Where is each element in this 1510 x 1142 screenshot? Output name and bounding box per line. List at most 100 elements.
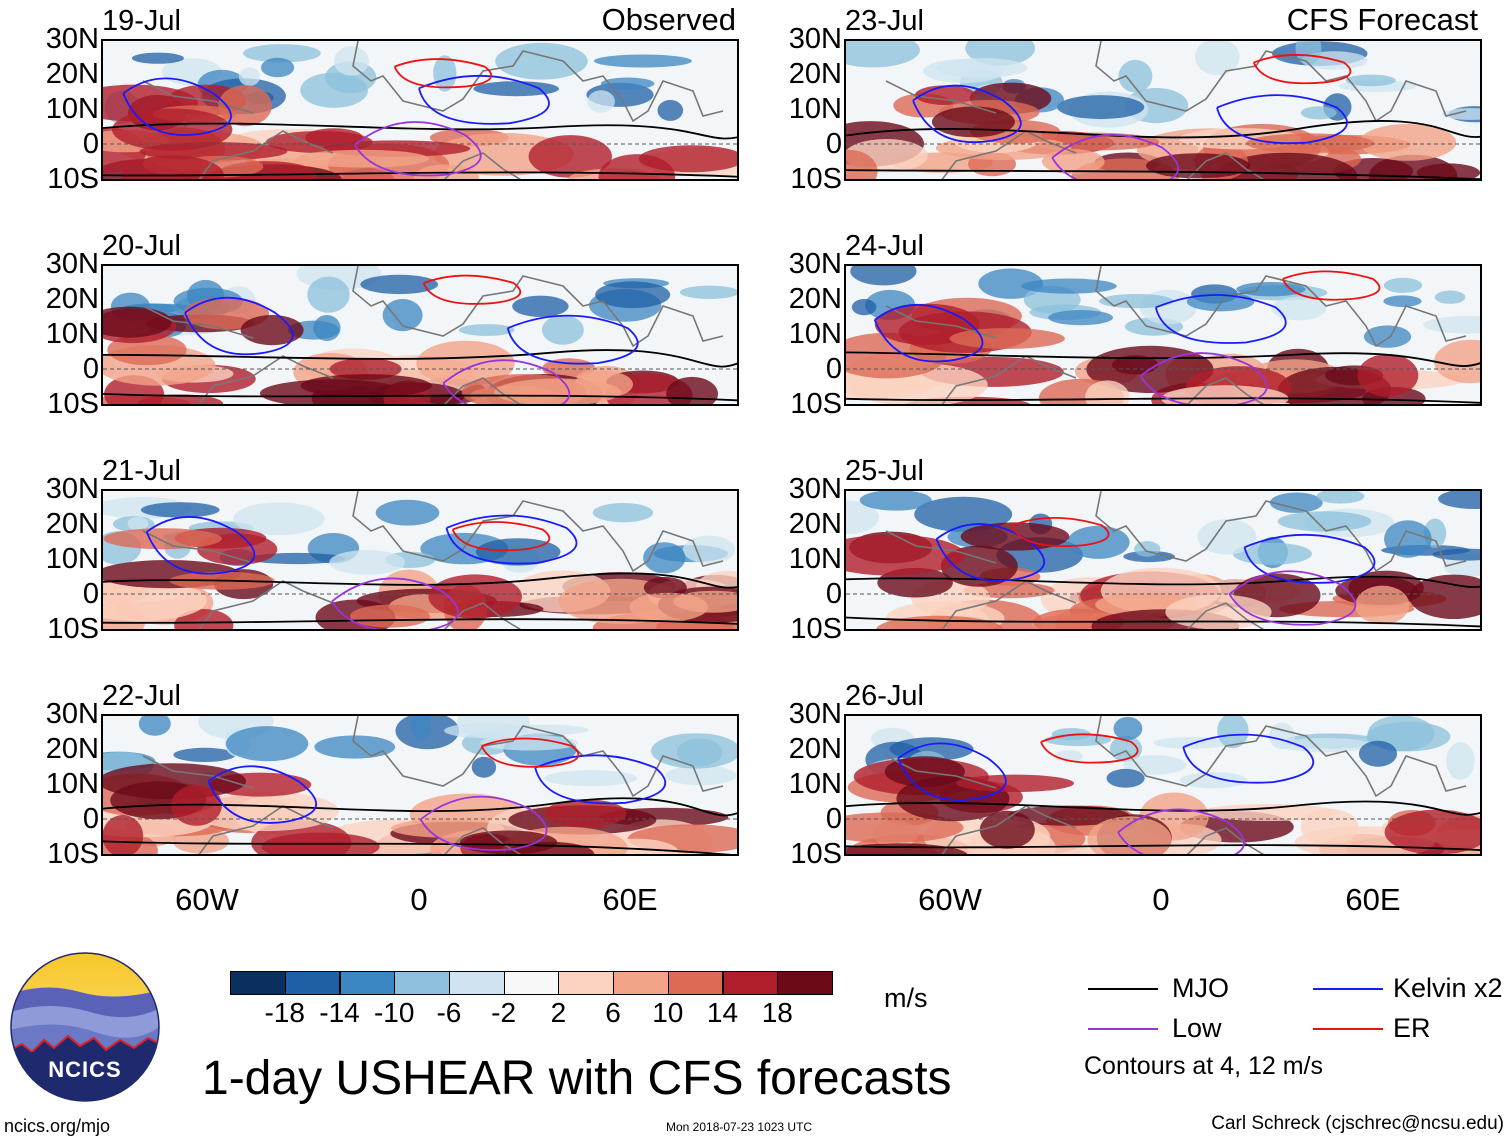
westerly-shear-patch: [416, 340, 515, 386]
lat-label-0: 0: [82, 803, 99, 835]
low-contour: [331, 577, 459, 629]
mjo-contour: [103, 393, 737, 402]
westerly-shear-patch: [103, 763, 247, 800]
panel-date-25-jul: 25-Jul: [845, 455, 924, 487]
westerly-shear-patch: [956, 774, 1074, 792]
easterly-shear-patch: [127, 516, 149, 531]
kelvin-contour: [145, 516, 256, 575]
kelvin-contour: [445, 514, 578, 565]
lat-label-10n: 10N: [45, 543, 99, 575]
westerly-shear-patch: [459, 830, 558, 854]
easterly-shear-patch: [1153, 737, 1230, 749]
map-panel-26-jul: [844, 714, 1482, 856]
lat-label-10n: 10N: [788, 543, 842, 575]
westerly-shear-patch: [528, 135, 612, 178]
easterly-shear-patch: [846, 41, 920, 68]
low-contour: [419, 795, 548, 851]
map-panel-20-jul: [101, 264, 739, 406]
easterly-shear-patch: [233, 502, 325, 536]
lon-label-0-right: 0: [1152, 882, 1170, 917]
main-title: 1-day USHEAR with CFS forecasts: [202, 1052, 952, 1105]
easterly-shear-patch: [1099, 294, 1174, 309]
westerly-shear-patch: [1246, 133, 1375, 153]
easterly-shear-patch: [1300, 106, 1337, 120]
legend-kelvin-line: [1313, 988, 1383, 990]
easterly-shear-patch: [595, 281, 671, 309]
legend-kelvin-label: Kelvin x2: [1393, 973, 1503, 1003]
westerly-shear-patch: [240, 315, 304, 346]
lat-label-10s: 10S: [790, 388, 842, 420]
mjo-contour: [846, 616, 1480, 628]
mjo-contour: [103, 349, 737, 368]
easterly-shear-patch: [1048, 310, 1113, 326]
easterly-shear-patch: [978, 268, 1043, 299]
panel-date-21-jul: 21-Jul: [102, 455, 181, 487]
lat-label-10s: 10S: [790, 838, 842, 870]
westerly-shear-patch: [1146, 153, 1251, 179]
kelvin-contour: [1216, 94, 1348, 145]
easterly-shear-patch: [1236, 282, 1306, 297]
easterly-shear-patch: [238, 67, 261, 86]
colorbar-swatch: [503, 971, 560, 995]
westerly-shear-patch: [846, 534, 965, 576]
westerly-shear-patch: [300, 374, 432, 398]
easterly-shear-patch: [1197, 519, 1257, 555]
easterly-shear-patch: [1438, 491, 1480, 509]
legend-mjo-label: MJO: [1172, 973, 1229, 1003]
er-contour: [1011, 516, 1110, 548]
easterly-shear-patch: [679, 285, 737, 299]
easterly-shear-patch: [541, 315, 584, 345]
mjo-contour: [846, 120, 1480, 139]
low-contour: [1228, 570, 1357, 626]
lat-label-20n: 20N: [788, 283, 842, 315]
easterly-shear-patch: [1179, 772, 1248, 789]
forecast-title: CFS Forecast: [1286, 2, 1478, 37]
colorbar-tick-label: -2: [491, 997, 517, 1028]
easterly-shear-patch: [307, 276, 350, 313]
easterly-shear-patch: [433, 55, 457, 92]
footer-url: ncics.org/mjo: [4, 1116, 111, 1136]
legend-low-line: [1088, 1028, 1158, 1030]
easterly-shear-patch: [333, 46, 369, 76]
easterly-shear-patch: [471, 756, 497, 778]
map-panel-25-jul: [844, 489, 1482, 631]
westerly-shear-patch: [191, 791, 339, 832]
easterly-shear-patch: [261, 57, 295, 78]
lat-label-0: 0: [825, 803, 842, 835]
easterly-shear-patch: [512, 295, 569, 317]
low-contour: [1117, 808, 1245, 854]
easterly-shear-patch: [375, 499, 440, 526]
lat-label-10s: 10S: [790, 613, 842, 645]
easterly-shear-patch: [473, 81, 559, 97]
kelvin-contour: [873, 304, 984, 363]
shear-field: [103, 491, 737, 629]
kelvin-contour: [935, 523, 1045, 582]
easterly-shear-patch: [1441, 108, 1480, 120]
westerly-shear-patch: [931, 106, 1015, 138]
low-contour: [442, 359, 571, 404]
er-contour: [480, 737, 580, 768]
easterly-shear-patch: [1383, 277, 1423, 293]
observed-title: Observed: [601, 2, 736, 37]
westerly-shear-patch: [960, 522, 1070, 551]
westerly-shear-patch: [1368, 154, 1458, 179]
lat-label-20n: 20N: [788, 58, 842, 90]
easterly-shear-patch: [225, 726, 309, 762]
footer-author: Carl Schreck (cjschrec@ncsu.edu): [1211, 1113, 1504, 1134]
lat-label-30n: 30N: [45, 473, 99, 505]
low-contour: [353, 121, 482, 177]
westerly-shear-patch: [428, 574, 522, 619]
shear-field: [846, 491, 1480, 629]
lat-label-30n: 30N: [788, 473, 842, 505]
mjo-contour: [103, 797, 737, 817]
easterly-shear-patch: [889, 737, 974, 761]
easterly-shear-patch: [851, 299, 877, 316]
mjo-contour: [846, 800, 1480, 816]
kelvin-contour: [534, 754, 667, 805]
westerly-shear-patch: [121, 155, 224, 179]
lat-label-30n: 30N: [45, 698, 99, 730]
easterly-shear-patch: [587, 90, 615, 113]
lat-label-0: 0: [825, 353, 842, 385]
er-contour: [1252, 54, 1352, 85]
mjo-contour: [846, 351, 1480, 367]
